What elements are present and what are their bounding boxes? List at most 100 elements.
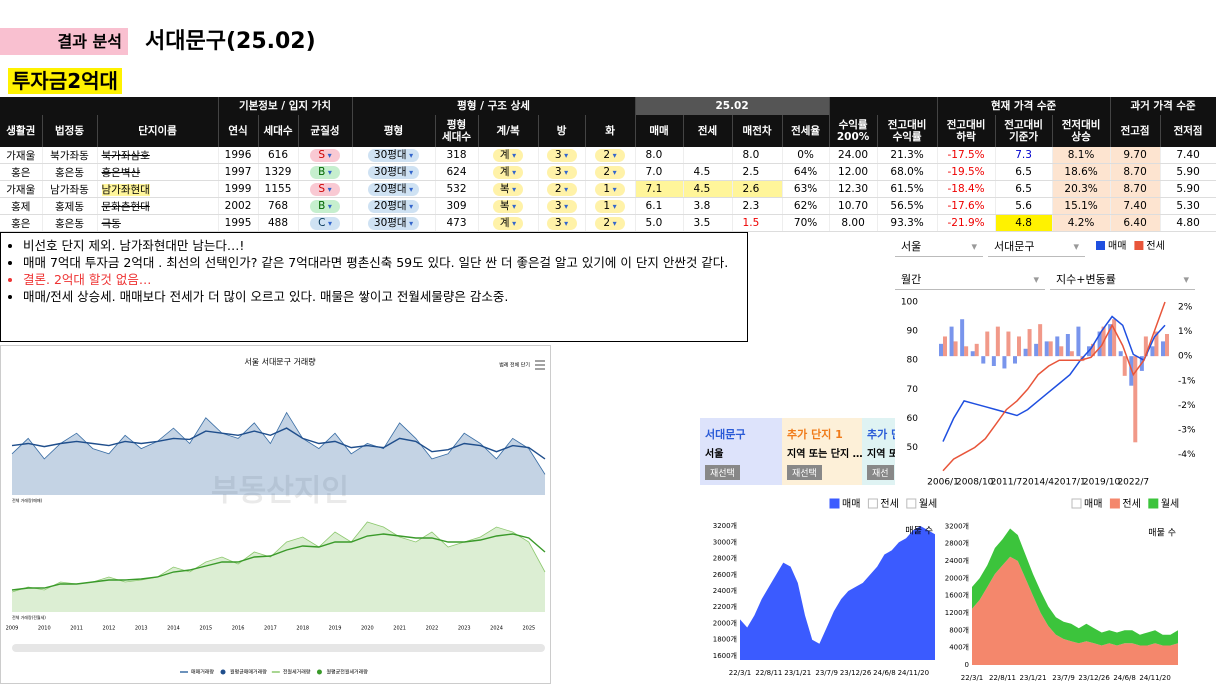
period-select[interactable]: 월간 [895,270,1045,290]
table-cell: 61.5% [877,180,938,198]
table-cell: 18.6% [1052,163,1111,181]
rate-bar [1133,356,1138,443]
x-tick-label: 2017/1 [1054,478,1086,488]
card-button[interactable]: 재선택 [787,465,822,480]
table-cell: 가재울 [0,147,43,164]
legend-label: 전세 [1122,498,1140,510]
rate-bar [1161,341,1165,357]
table-cell: 4.8 [995,214,1053,232]
rate-bar [1122,356,1127,376]
table-cell: C [298,214,353,232]
table-cell: 계 [478,163,539,181]
cell-text: 20.3% [1064,183,1098,195]
card-button[interactable]: 재선택 [705,465,740,480]
cell-text: 남가좌현대 [101,183,150,196]
notes: 비선호 단지 제외. 남가좌현대만 남는다…!매매 7억대 투자금 2억대 . … [0,232,748,342]
x-tick-label: 2008/10 [956,478,994,488]
table-cell: 계 [478,147,539,164]
legend-toggle: 범례 전체 단기 [499,362,530,369]
table-row: 홍은 홍은동 홍은벽산 1997 1329 B 30평대 624 계 3 2 7.0 4.5 2.5 64%… [0,163,1216,181]
table-cell: 홍제동 [42,197,98,215]
x-tick-label: 2017 [264,626,277,632]
column-header: 계/복 [478,115,539,147]
cell-text: 3.5 [693,217,711,229]
x-tick-label: 2025 [522,626,535,632]
rate-bar [953,341,958,357]
cell-text: 가재울 [6,149,36,162]
cell-text: 8.00 [841,217,865,229]
cell-text: 2 [595,216,626,230]
table-cell: 2 [585,163,636,181]
column-header: 전세율 [782,115,830,147]
table-row: 가재울 북가좌동 북가좌삼호 1996 616 S 30평대 318 계 3 2 8.0 8.0 0% 24… [0,147,1216,164]
district-select[interactable]: 서대문구 [988,237,1085,257]
table-cell: 10.70 [829,197,878,215]
legend-swatch [1096,241,1105,250]
cell-text: 1997 [224,166,252,178]
table-cell: 63% [782,180,830,198]
mode-select[interactable]: 지수+변동률 [1050,270,1195,290]
rate-bar [991,356,996,366]
table-cell: 1329 [258,163,299,181]
cell-text: 계 [493,216,524,230]
page-title: 서대문구(25.02) [145,29,316,54]
legend-swatch [867,498,878,509]
cell-text: 7.40 [1176,149,1200,161]
cell-text: 극동 [101,217,121,230]
card-subtitle: 지역 또 [867,449,895,460]
x-tick-label: 23/12/26 [840,669,872,677]
y-tick-label: 2600개 [713,570,737,579]
rate-bar [1076,326,1081,357]
x-tick-label: 23/1/21 [784,669,811,677]
cell-text: 68.0% [890,166,924,178]
rate-bar [995,326,1000,357]
y2-tick-label: -2% [1178,401,1196,411]
x-tick-label: 2015 [199,626,212,632]
table-cell: 4.2% [1052,214,1111,232]
cell-text: 문화촌현대 [101,200,150,213]
x-tick-label: 2006/1 [927,478,959,488]
cell-text: 61.5% [890,183,924,195]
y-tick-label: 2000개 [713,618,737,627]
table-cell: 3 [538,163,586,181]
x-tick-label: 2024 [490,626,503,632]
x-tick-label: 2009 [6,626,19,632]
table-cell: 30평대 [352,147,436,164]
column-header: 전고대비 기준가 [995,115,1053,147]
table-cell: 2002 [218,197,259,215]
cell-text: 홍은동 [55,217,84,230]
x-tick-label: 2018 [296,626,309,632]
column-header: 매매 [635,115,684,147]
line [11,411,546,475]
cell-text: -17.5% [947,149,985,161]
table-cell: 1155 [258,180,299,198]
card-button[interactable]: 재선 [867,465,894,480]
cell-text: 4.80 [1176,217,1200,229]
region-select[interactable]: 서울 [895,237,983,257]
cell-text: 6.1 [645,200,663,212]
x-tick-label: 2013 [135,626,148,632]
column-header: 세대수 [258,115,299,147]
column-header: 법정동 [42,115,98,147]
cell-text: 3 [546,165,577,179]
rate-bar [949,326,954,357]
rate-bar [1038,324,1043,357]
cell-text: 5.90 [1176,166,1200,178]
cell-text: C [310,216,341,230]
table-cell: 8.1% [1052,147,1111,164]
column-header: 방 [538,115,586,147]
cell-text: 30평대 [367,148,420,162]
x-tick-label: 23/1/21 [1020,674,1047,682]
complex-table: 기본정보 / 입지 가치 평형 / 구조 상세 25.02 현재 가격 수준 과거 가격… [0,97,1216,232]
table-cell: S [298,180,353,198]
legend-label: 월평균매매거래량 [230,669,267,676]
cell-text: 63% [793,183,818,195]
cell-text: 5.30 [1176,200,1200,212]
cell-text: 계 [493,148,524,162]
y2-tick-label: -3% [1178,426,1196,436]
table-cell: 68.0% [877,163,938,181]
cell-text: 복 [493,182,524,196]
table-cell: 21.3% [877,147,938,164]
rate-bar [1006,331,1011,357]
y-tick-label: 100 [901,298,918,308]
